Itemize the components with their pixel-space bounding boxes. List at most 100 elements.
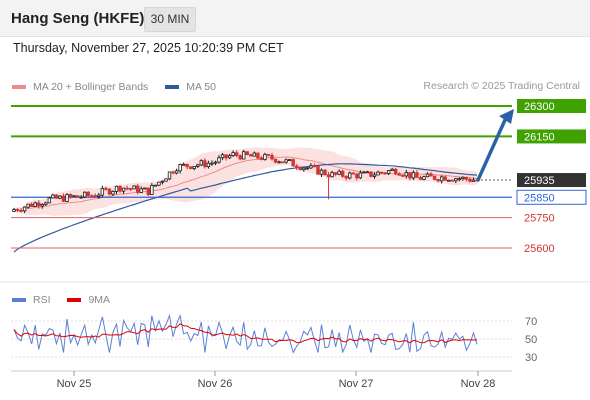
candle-body bbox=[394, 168, 398, 175]
candle-body bbox=[242, 151, 246, 160]
candle-body bbox=[196, 164, 200, 167]
candle-body bbox=[425, 173, 430, 178]
candle-body bbox=[390, 168, 394, 172]
bollinger-band bbox=[14, 147, 477, 216]
indicator-legend: MA 20 + Bollinger Bands MA 50 bbox=[12, 80, 230, 93]
candle-body bbox=[114, 185, 119, 192]
candle-body bbox=[40, 204, 44, 207]
candle-body bbox=[351, 172, 355, 175]
candle-body bbox=[82, 191, 87, 198]
candle-body bbox=[461, 176, 465, 180]
candle-body bbox=[22, 206, 27, 212]
candle-body bbox=[189, 166, 193, 170]
candle-body bbox=[386, 170, 391, 174]
candle-body bbox=[86, 191, 90, 197]
x-tick-label-0: Nov 25 bbox=[57, 378, 92, 390]
candle-body bbox=[454, 178, 458, 182]
candle-body bbox=[132, 185, 136, 190]
ma9-swatch bbox=[67, 298, 82, 302]
candle-body bbox=[125, 187, 129, 190]
candle-body bbox=[358, 172, 363, 179]
candle-body bbox=[234, 152, 239, 156]
candle-body bbox=[37, 202, 41, 207]
candle-body bbox=[146, 187, 151, 195]
candle-body bbox=[100, 188, 105, 196]
candle-body bbox=[93, 195, 97, 198]
candle-body bbox=[263, 154, 267, 160]
candle-body bbox=[171, 171, 175, 174]
candle-body bbox=[12, 209, 16, 212]
datetime-label: Thursday, November 27, 2025 10:20:39 PM … bbox=[13, 41, 284, 55]
price-label-target-1-bg bbox=[517, 99, 586, 113]
header-bar: Hang Seng (HKFE) 30 MIN bbox=[0, 0, 590, 37]
price-label-pivot: 25850 bbox=[524, 192, 555, 204]
candle-body bbox=[213, 161, 218, 164]
candle-body bbox=[415, 172, 419, 178]
candle-body bbox=[397, 173, 401, 176]
price-label-last: 25935 bbox=[524, 175, 555, 187]
candle-body bbox=[220, 154, 225, 159]
candle-body bbox=[362, 171, 366, 174]
candle-body bbox=[429, 173, 433, 177]
candle-body bbox=[326, 174, 331, 178]
candle-body bbox=[128, 188, 133, 190]
candle-body bbox=[231, 152, 235, 156]
price-label-last-bg bbox=[517, 173, 586, 188]
candle-body bbox=[58, 195, 62, 199]
candle-body bbox=[365, 171, 370, 174]
rsi-ma9-line bbox=[13, 323, 478, 344]
candle-body bbox=[333, 172, 338, 175]
legend-label-ma20: MA 20 + Bollinger Bands bbox=[33, 81, 149, 93]
candle-body bbox=[199, 160, 204, 166]
rsi-tick-50: 50 bbox=[525, 334, 537, 346]
rsi-tick-30: 30 bbox=[525, 352, 537, 364]
legend-item-rsi: RSI bbox=[12, 294, 51, 306]
research-credit: Research © 2025 Trading Central bbox=[423, 80, 580, 92]
candle-body bbox=[404, 172, 409, 177]
candle-body bbox=[121, 187, 126, 192]
candle-body bbox=[164, 178, 168, 182]
candle-body bbox=[167, 171, 172, 180]
candle-body bbox=[245, 151, 249, 156]
candle-body bbox=[309, 165, 313, 169]
candle-body bbox=[273, 158, 278, 163]
candle-body bbox=[348, 172, 352, 179]
candle-body bbox=[174, 170, 179, 174]
candle-body bbox=[277, 161, 281, 164]
candle-body bbox=[79, 196, 83, 199]
candle-body bbox=[337, 170, 341, 175]
candle-body bbox=[217, 157, 221, 163]
candle-body bbox=[256, 152, 260, 159]
candle-body bbox=[249, 154, 253, 157]
rsi-tick-70: 70 bbox=[525, 316, 537, 328]
candle-body bbox=[401, 174, 405, 177]
legend-label-ma50: MA 50 bbox=[186, 81, 216, 93]
candle-body bbox=[19, 210, 23, 212]
candle-body bbox=[291, 159, 295, 167]
candle-body bbox=[422, 176, 426, 180]
candle-body bbox=[15, 209, 20, 211]
candle-body bbox=[44, 202, 48, 205]
candle-body bbox=[266, 154, 271, 156]
candle-body bbox=[280, 161, 285, 164]
candle-body bbox=[136, 185, 140, 193]
candle-body bbox=[107, 188, 112, 195]
candle-body bbox=[319, 169, 324, 175]
candle-body bbox=[150, 185, 154, 195]
candle-body bbox=[284, 159, 288, 163]
candle-body bbox=[439, 176, 444, 182]
projection-arrowhead bbox=[499, 109, 514, 124]
timeframe-badge[interactable]: 30 MIN bbox=[144, 7, 196, 32]
candle-body bbox=[227, 155, 232, 159]
x-tick-label-3: Nov 28 bbox=[461, 378, 496, 390]
candle-body bbox=[379, 171, 384, 174]
candle-body bbox=[298, 167, 302, 171]
candle-body bbox=[355, 173, 359, 179]
candle-body bbox=[411, 172, 416, 179]
candle-body bbox=[408, 172, 412, 179]
candle-body bbox=[238, 155, 242, 160]
candle-body bbox=[344, 175, 348, 179]
candle-body bbox=[340, 170, 345, 177]
candle-body bbox=[224, 154, 228, 159]
candle-body bbox=[47, 197, 52, 204]
